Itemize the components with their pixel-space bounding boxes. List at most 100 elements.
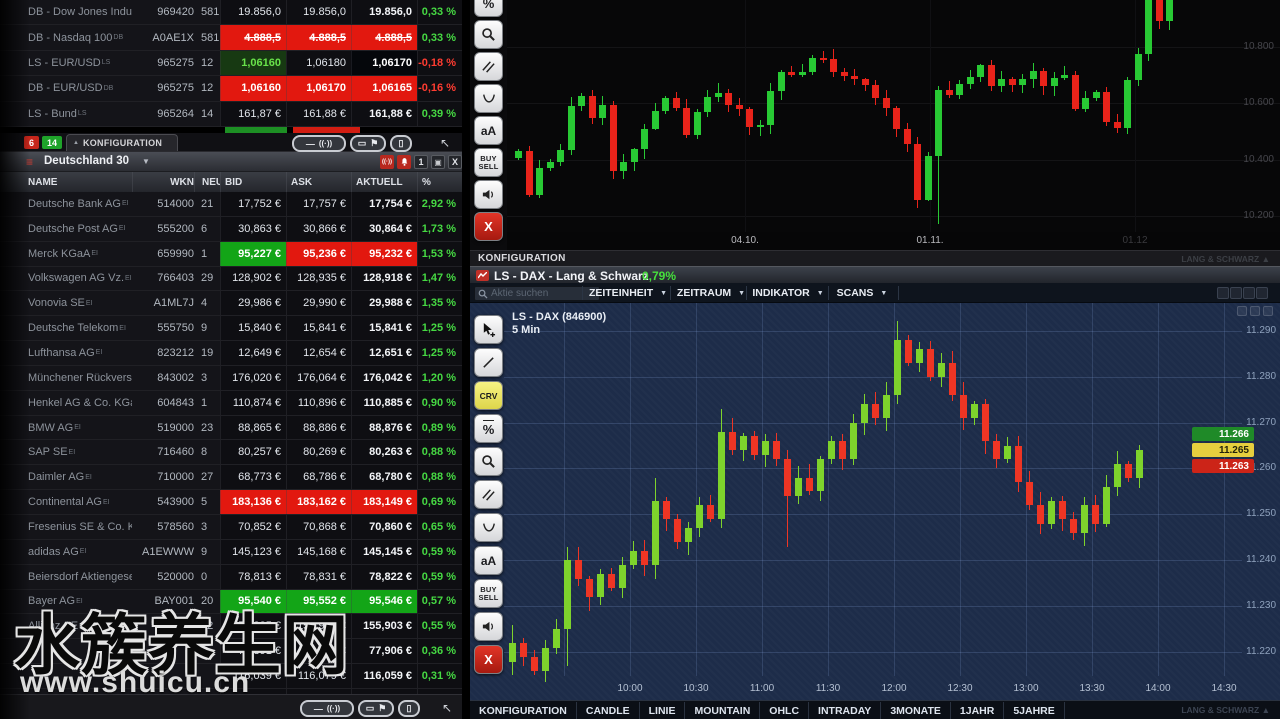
resize-arrow-icon[interactable]: ↖ bbox=[440, 136, 451, 150]
flag-window-button[interactable]: ▭ ⚑ bbox=[350, 135, 386, 152]
dropdown-indikator[interactable]: INDIKATOR ▼ bbox=[752, 283, 824, 303]
close-watchlist-button[interactable]: X bbox=[448, 155, 462, 169]
table-row[interactable]: Lufthansa AG EI 823212 19 12,649 €12,654 €12… bbox=[0, 341, 462, 366]
table-row[interactable]: Bayer AG EI BAY001 20 95,540 €95,552 €95,546… bbox=[0, 589, 462, 615]
crv-button[interactable]: CRV bbox=[474, 381, 503, 410]
axis-label: 10.400 bbox=[1243, 153, 1274, 165]
percent-button[interactable]: % bbox=[474, 0, 503, 17]
cursor-button[interactable] bbox=[474, 315, 503, 344]
chart-mode-linie[interactable]: LINIE bbox=[640, 702, 686, 719]
percent-button[interactable]: % bbox=[474, 414, 503, 443]
toolbar-mini-button[interactable] bbox=[1217, 287, 1229, 299]
parallel-lines-button[interactable] bbox=[474, 480, 503, 509]
chart-mode-3monate[interactable]: 3MONATE bbox=[881, 702, 951, 719]
chart-mode-mountain[interactable]: MOUNTAIN bbox=[685, 702, 761, 719]
column-header[interactable]: NAME bbox=[28, 176, 58, 188]
magnifier-button[interactable] bbox=[474, 20, 503, 49]
table-row[interactable]: Münchener Rückversiche8430023176,020 €17… bbox=[0, 365, 462, 391]
konfiguration-tab[interactable]: ▲ KONFIGURATION bbox=[66, 134, 178, 151]
table-row[interactable]: 77,891 €77,920 €77,906 €0,36 % bbox=[0, 639, 462, 665]
alert-signal-button[interactable]: ((·)) bbox=[380, 155, 394, 169]
dropdown-zeitraum[interactable]: ZEITRAUM ▼ bbox=[676, 283, 746, 303]
red-badge[interactable]: 6 bbox=[24, 136, 39, 149]
intraday-chart[interactable]: LS - DAX (846900) 5 Min CRV% aA BUY SELL X 11… bbox=[470, 303, 1280, 700]
curve-button[interactable] bbox=[474, 513, 503, 542]
minimize-broadcast-button[interactable]: — ((·)) bbox=[292, 135, 346, 152]
table-row[interactable]: Volkswagen AG Vz. EI 766403 29 128,902 €128,… bbox=[0, 266, 462, 292]
chart-mode-intraday[interactable]: INTRADAY bbox=[809, 702, 882, 719]
table-row[interactable]: Beiersdorf Aktiengesellsc 520000 0 78,813 €… bbox=[0, 564, 462, 590]
chevron-down-icon[interactable]: ▼ bbox=[142, 157, 150, 166]
table-row[interactable]: LS - EUR/USD LS 965275 12 1,06160 1,06180 1,06… bbox=[0, 50, 462, 77]
text-size-button[interactable]: aA bbox=[474, 546, 503, 575]
dropdown-scans[interactable]: SCANS ▼ bbox=[834, 283, 890, 303]
curve-button[interactable] bbox=[474, 84, 503, 113]
green-badge[interactable]: 14 bbox=[42, 136, 62, 149]
table-row[interactable]: Daimler AG EI 710000 27 68,773 €68,786 €68,7… bbox=[0, 465, 462, 491]
table-row[interactable]: 116,039 €116,079 €116,059 €0,31 % bbox=[0, 664, 462, 689]
chart-mode-ohlc[interactable]: OHLC bbox=[760, 702, 810, 719]
table-row[interactable]: Deutsche Bank AG EI 514000 21 17,752 €17,757… bbox=[0, 192, 462, 217]
candle-body bbox=[1124, 79, 1131, 128]
table-row[interactable]: LS - Bund LS 965264 14 161,87 €161,88 €161,8… bbox=[0, 101, 462, 127]
column-header[interactable]: ASK bbox=[286, 172, 351, 192]
close-button[interactable]: X bbox=[474, 212, 503, 241]
table-row[interactable]: Vonovia SE EI A1ML7J 4 29,986 €29,990 €29,98… bbox=[0, 291, 462, 317]
neu-cell: 0 bbox=[201, 570, 208, 583]
speaker-button[interactable] bbox=[474, 180, 503, 209]
magnifier-button[interactable] bbox=[474, 447, 503, 476]
toolbar-mini-button[interactable] bbox=[1243, 287, 1255, 299]
text-size-button[interactable]: aA bbox=[474, 116, 503, 145]
table-row[interactable]: Deutsche Post AG EI 555200 6 30,863 €30,866 … bbox=[0, 216, 462, 242]
table-row[interactable]: Fresenius SE & Co. KGaAE578560370,852 €7… bbox=[0, 514, 462, 540]
chart-control-icon[interactable] bbox=[1250, 306, 1260, 316]
table-row[interactable]: DB - EUR/USD DB 965275 12 1,06160 1,06170 1,06… bbox=[0, 76, 462, 102]
table-row[interactable]: DB - Dow Jones Industria96942058119.856,… bbox=[0, 0, 462, 26]
candle-body bbox=[960, 394, 967, 418]
line-button[interactable] bbox=[474, 348, 503, 377]
column-header[interactable]: % bbox=[417, 172, 462, 192]
table-row[interactable]: DB - Nasdaq 100 DB A0AE1X 581 4.888,5 4.888,5… bbox=[0, 25, 462, 51]
table-row[interactable]: SAP SE EI 716460 8 80,257 €80,269 €80,263 €0… bbox=[0, 440, 462, 466]
column-header[interactable]: NEU bbox=[194, 172, 220, 192]
toolbar-mini-button[interactable] bbox=[1256, 287, 1268, 299]
chart-mode-5jahre[interactable]: 5JAHRE bbox=[1004, 702, 1065, 719]
table-row[interactable]: Continental AG EI 543900 5 183,136 €183,162 … bbox=[0, 490, 462, 515]
table-row[interactable]: Merck KGaA EI 659990 1 95,227 €95,236 €95,23… bbox=[0, 241, 462, 267]
column-header[interactable]: AKTUELL bbox=[351, 172, 417, 192]
table-row[interactable]: adidas AG EI A1EWWW 9 145,123 €145,168 €145,… bbox=[0, 539, 462, 565]
column-header[interactable]: WKN bbox=[132, 172, 194, 192]
parallel-lines-button[interactable] bbox=[474, 52, 503, 81]
menu-icon[interactable]: ≡ bbox=[26, 155, 34, 169]
flag-window-button[interactable]: ▭ ⚑ bbox=[358, 700, 394, 717]
minimize-broadcast-button[interactable]: — ((·)) bbox=[300, 700, 354, 717]
dropdown-zeiteinheit[interactable]: ZEITEINHEIT ▼ bbox=[586, 283, 670, 303]
chart-mode-konfiguration[interactable]: KONFIGURATION bbox=[470, 702, 577, 719]
alert-bell-button[interactable] bbox=[397, 155, 411, 169]
watchlist-title[interactable]: Deutschland 30 bbox=[44, 155, 129, 167]
close-button[interactable]: X bbox=[474, 645, 503, 674]
daily-chart[interactable]: 10.800 10.600 10.400 10.200 bbox=[507, 0, 1280, 232]
table-row[interactable]: 75,301 €75,336 €75,318 €0,29 % bbox=[0, 688, 462, 694]
buy-sell-button[interactable]: BUY SELL bbox=[474, 579, 503, 608]
toolbar-mini-button[interactable] bbox=[1230, 287, 1242, 299]
mobile-button[interactable]: ▯ bbox=[390, 135, 412, 152]
popout-button[interactable]: ▣ bbox=[431, 155, 445, 169]
table-row[interactable]: BMW AG EI 519000 23 88,865 €88,886 €88,876 €… bbox=[0, 415, 462, 441]
table-row[interactable]: Allianz SE EI 840400 22 155,885 €155,921 €15… bbox=[0, 614, 462, 640]
layout-one-button[interactable]: 1 bbox=[414, 155, 428, 169]
pct-cell: 1,35 % bbox=[417, 291, 462, 316]
resize-arrow-icon[interactable]: ↖ bbox=[442, 701, 453, 715]
speaker-button[interactable] bbox=[474, 612, 503, 641]
mobile-button[interactable]: ▯ bbox=[398, 700, 420, 717]
konfiguration-bar-top[interactable]: KONFIGURATION LANG & SCHWARZ ▲ bbox=[470, 250, 1280, 266]
chart-mode-candle[interactable]: CANDLE bbox=[577, 702, 640, 719]
chart-control-icon[interactable] bbox=[1263, 306, 1273, 316]
column-header[interactable]: BID bbox=[220, 172, 286, 192]
buy-sell-button[interactable]: BUY SELL bbox=[474, 148, 503, 177]
chart-mode-1jahr[interactable]: 1JAHR bbox=[951, 702, 1005, 719]
chart-control-icon[interactable] bbox=[1237, 306, 1247, 316]
table-row[interactable]: Deutsche Telekom EI 555750 9 15,840 €15,841 … bbox=[0, 316, 462, 342]
search-input[interactable] bbox=[474, 286, 600, 301]
